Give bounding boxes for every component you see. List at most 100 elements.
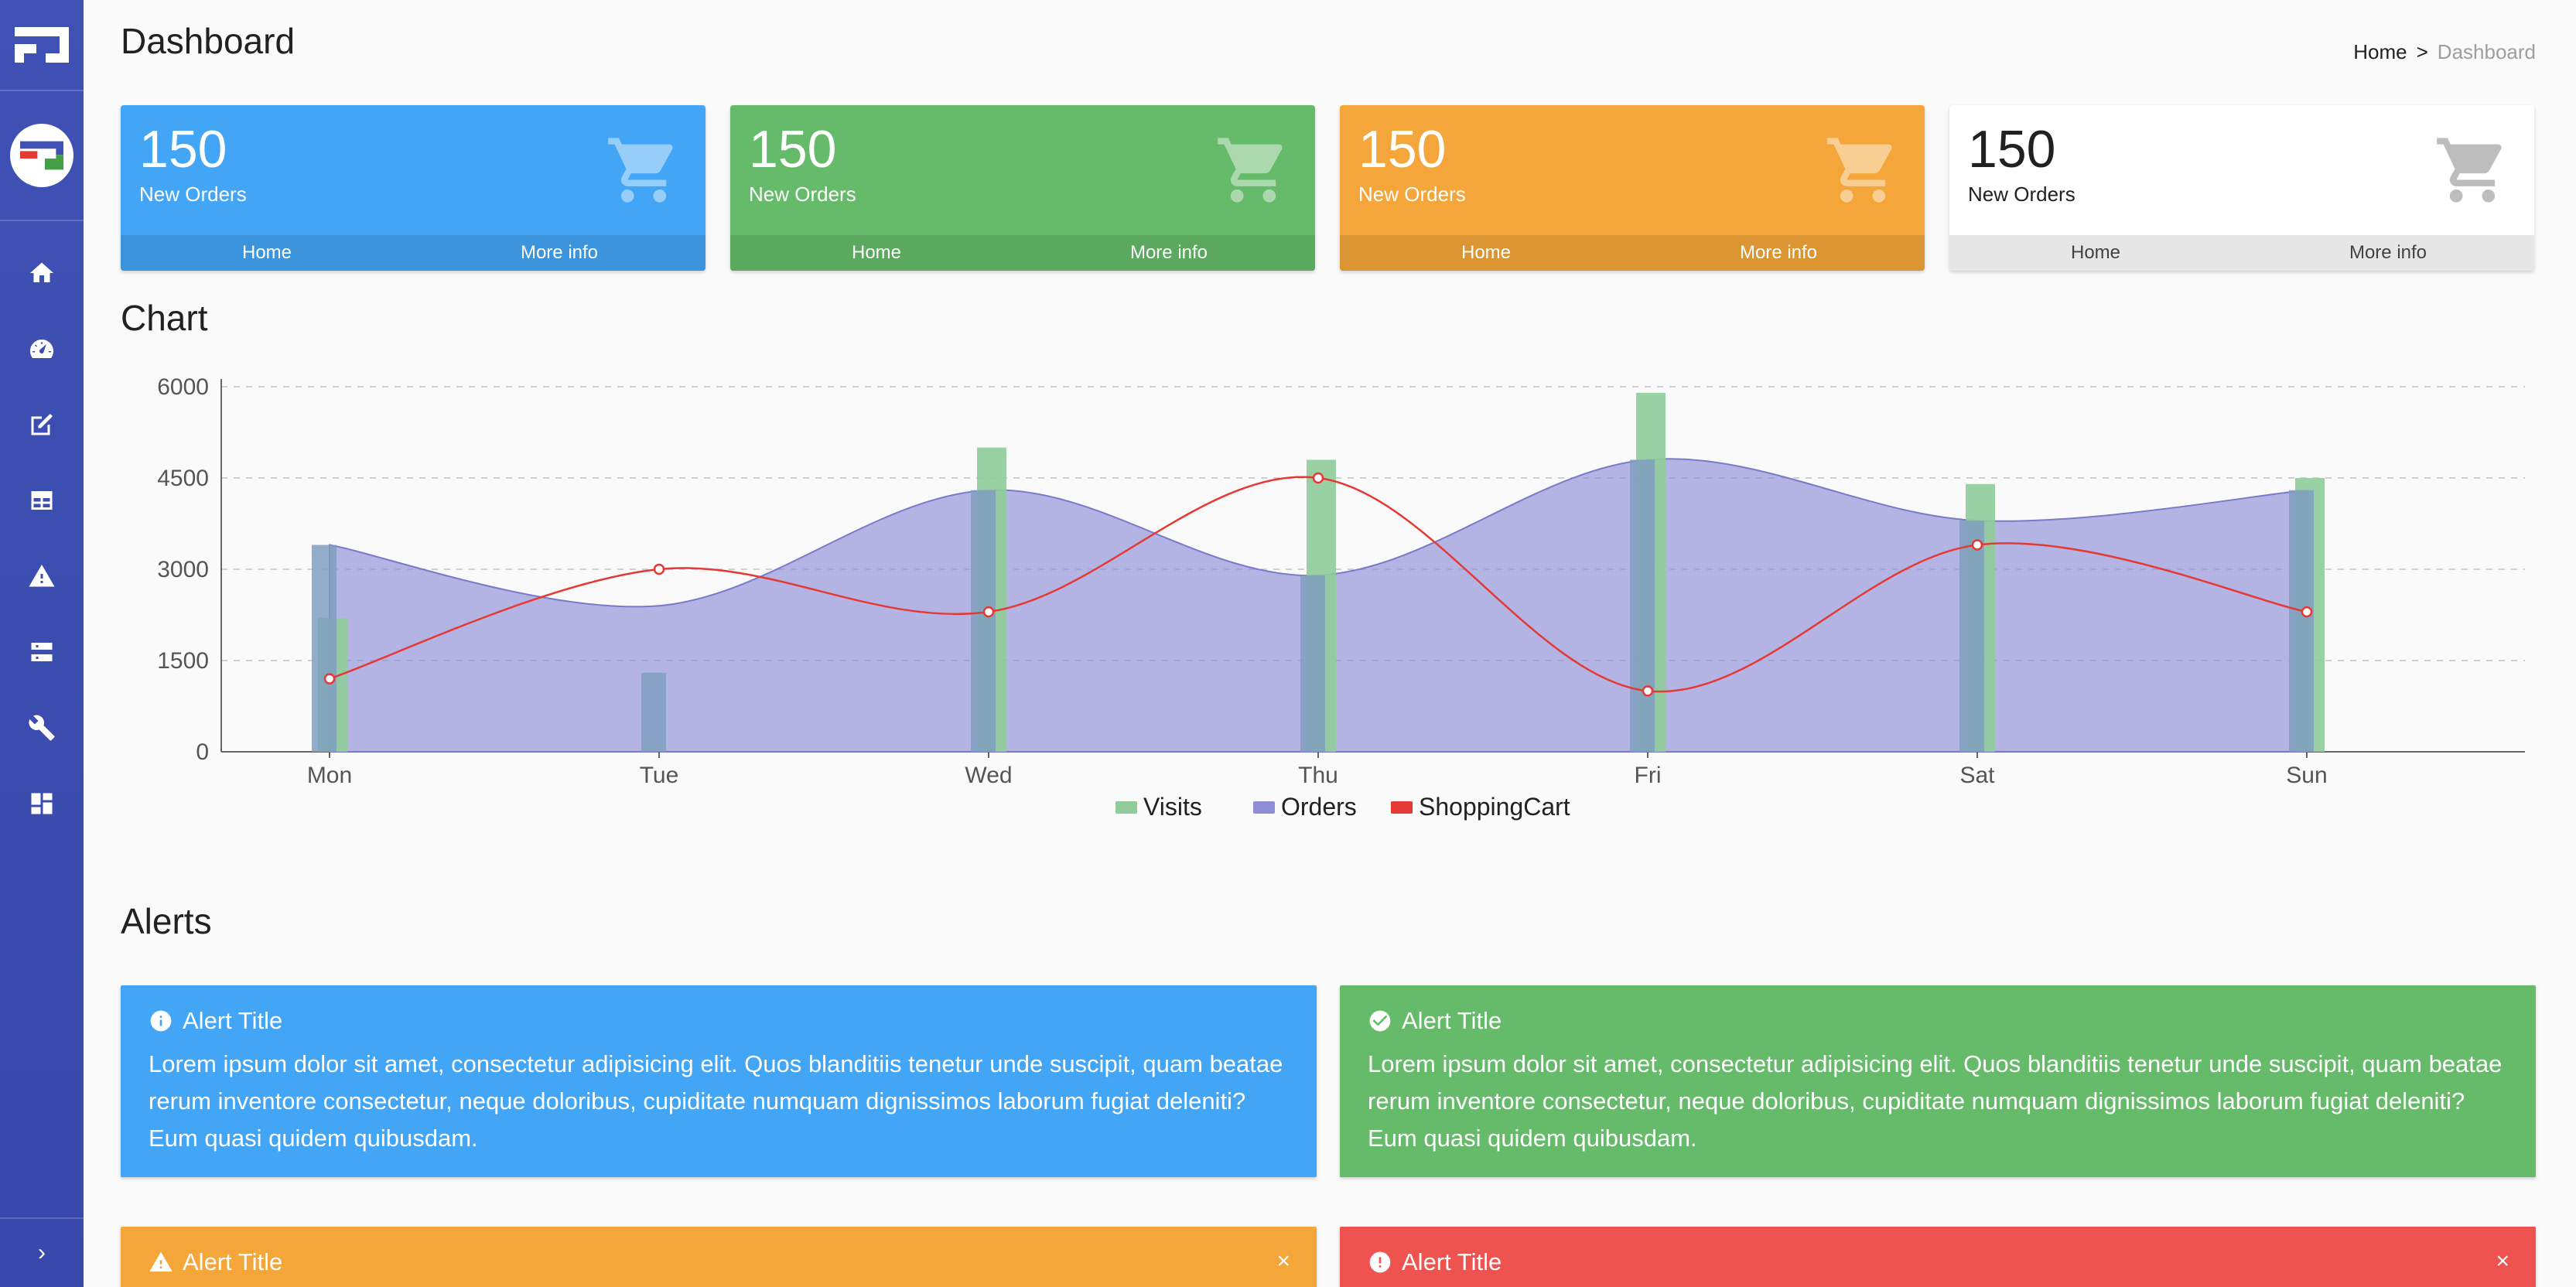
shoppingcart-point (1971, 539, 1983, 551)
x-tick-label: Sun (2286, 763, 2327, 788)
card-home-link[interactable]: Home (851, 242, 902, 263)
orders-bar (641, 672, 666, 752)
alerts-section-title: Alerts (121, 901, 212, 941)
table-icon (31, 491, 53, 510)
alert-body: Lorem ipsum dolor sit amet, consectetur … (149, 1050, 1283, 1152)
sidebar-item-table[interactable] (0, 463, 84, 538)
alert-title: Alert Title (1402, 1007, 1502, 1034)
sidebar-item-widgets[interactable] (0, 766, 84, 842)
chart: 0 1500 3000 4500 6000 Mon Tue Wed Thu Fri Sat Sun Vi… (157, 374, 2525, 821)
card-more-info-link[interactable]: More info (1739, 242, 1818, 263)
orders-bar (1300, 575, 1325, 752)
home-icon (30, 262, 53, 282)
server-icon (31, 643, 53, 661)
shoppingcart-point (2301, 606, 2313, 618)
warning-icon (29, 565, 55, 587)
card-more-info-link[interactable]: More info (1129, 242, 1208, 263)
sidebar-item-tools[interactable] (0, 690, 84, 766)
legend-label: ShoppingCart (1419, 793, 1570, 821)
shoppingcart-point (323, 673, 336, 684)
cart-icon (605, 131, 682, 209)
y-tick-label: 6000 (157, 374, 209, 400)
stat-label: New Orders (1968, 183, 2075, 206)
stat-card-footer: Home More info (730, 235, 1315, 271)
widgets-icon (31, 793, 53, 814)
sidebar-item-edit[interactable] (0, 387, 84, 463)
card-more-info-link[interactable]: More info (520, 242, 599, 263)
avatar-logo-icon (20, 141, 63, 170)
card-home-link[interactable]: Home (2070, 242, 2121, 263)
app-logo[interactable] (0, 0, 84, 91)
x-tick-label: Wed (965, 763, 1012, 788)
dashboard-gauge-icon (30, 340, 53, 358)
stat-card-footer: Home More info (1340, 235, 1925, 271)
orders-bar (1959, 521, 1984, 752)
stat-card-blue: 150 New Orders Home More info (121, 105, 705, 271)
x-tick-label: Tue (640, 763, 679, 788)
breadcrumb-separator: > (2416, 40, 2428, 63)
cart-icon (1215, 131, 1292, 209)
page-title: Dashboard (121, 21, 296, 61)
stat-value: 150 (1968, 120, 2056, 179)
card-home-link[interactable]: Home (1461, 242, 1512, 263)
avatar[interactable] (10, 124, 73, 187)
edit-icon (31, 414, 53, 435)
alert-body: Lorem ipsum dolor sit amet, consectetur … (1368, 1050, 2503, 1152)
y-tick-label: 4500 (157, 466, 209, 491)
x-tick-label: Sat (1959, 763, 1995, 788)
stat-card-white: 150 New Orders Home More info (1949, 105, 2534, 271)
x-tick-label: Fri (1635, 763, 1662, 788)
orders-bar (2289, 490, 2314, 752)
stat-card-footer: Home More info (121, 235, 705, 271)
stat-label: New Orders (749, 183, 856, 206)
info-icon (150, 1010, 172, 1032)
sidebar-collapse-button[interactable]: › (0, 1217, 84, 1287)
stat-value: 150 (749, 120, 837, 179)
y-tick-label: 3000 (157, 557, 209, 582)
chevron-right-icon: › (38, 1240, 46, 1265)
alert-error: Alert Title × (1340, 1227, 2536, 1287)
stat-card-orange: 150 New Orders Home More info (1340, 105, 1925, 271)
x-tick-label: Thu (1298, 763, 1338, 788)
legend-swatch (1391, 801, 1413, 814)
sidebar-item-home[interactable] (0, 235, 84, 311)
legend-label: Orders (1281, 793, 1357, 821)
sidebar-item-server[interactable] (0, 614, 84, 690)
breadcrumb-home[interactable]: Home (2353, 40, 2407, 63)
warning-icon (149, 1251, 173, 1272)
legend-swatch (1253, 801, 1275, 814)
sidebar: › (0, 0, 84, 1287)
x-tick-label: Mon (307, 763, 352, 788)
shoppingcart-point (1312, 472, 1324, 484)
card-home-link[interactable]: Home (241, 242, 292, 263)
check-circle-icon (1369, 1010, 1391, 1032)
close-icon[interactable]: × (2496, 1248, 2509, 1274)
close-icon[interactable]: × (1276, 1248, 1290, 1274)
alert-header: Alert Title (149, 1248, 1289, 1276)
legend-label: Visits (1143, 793, 1202, 821)
avatar-section (0, 91, 84, 221)
cart-icon (2434, 131, 2511, 209)
chart-section-title: Chart (121, 298, 208, 338)
orders-bar (312, 544, 337, 752)
alert-header: Alert Title (1368, 1007, 2508, 1035)
breadcrumb: Home > Dashboard (2353, 40, 2536, 64)
stat-label: New Orders (1358, 183, 1466, 206)
orders-bar (1630, 459, 1655, 752)
alert-header: Alert Title (149, 1007, 1289, 1035)
alert-title: Alert Title (1402, 1248, 1502, 1275)
alert-warning: Alert Title × (121, 1227, 1317, 1287)
stat-value: 150 (139, 120, 227, 179)
sidebar-item-alerts[interactable] (0, 538, 84, 614)
alert-title: Alert Title (183, 1248, 283, 1275)
cart-icon (1824, 131, 1901, 209)
shoppingcart-point (653, 563, 665, 575)
error-icon (1369, 1251, 1391, 1273)
stat-card-green: 150 New Orders Home More info (730, 105, 1315, 271)
stat-label: New Orders (139, 183, 247, 206)
legend-swatch (1115, 801, 1137, 814)
sidebar-item-dashboard[interactable] (0, 311, 84, 387)
y-tick-label: 1500 (157, 648, 209, 674)
wrench-icon (29, 715, 55, 741)
card-more-info-link[interactable]: More info (2349, 242, 2427, 263)
